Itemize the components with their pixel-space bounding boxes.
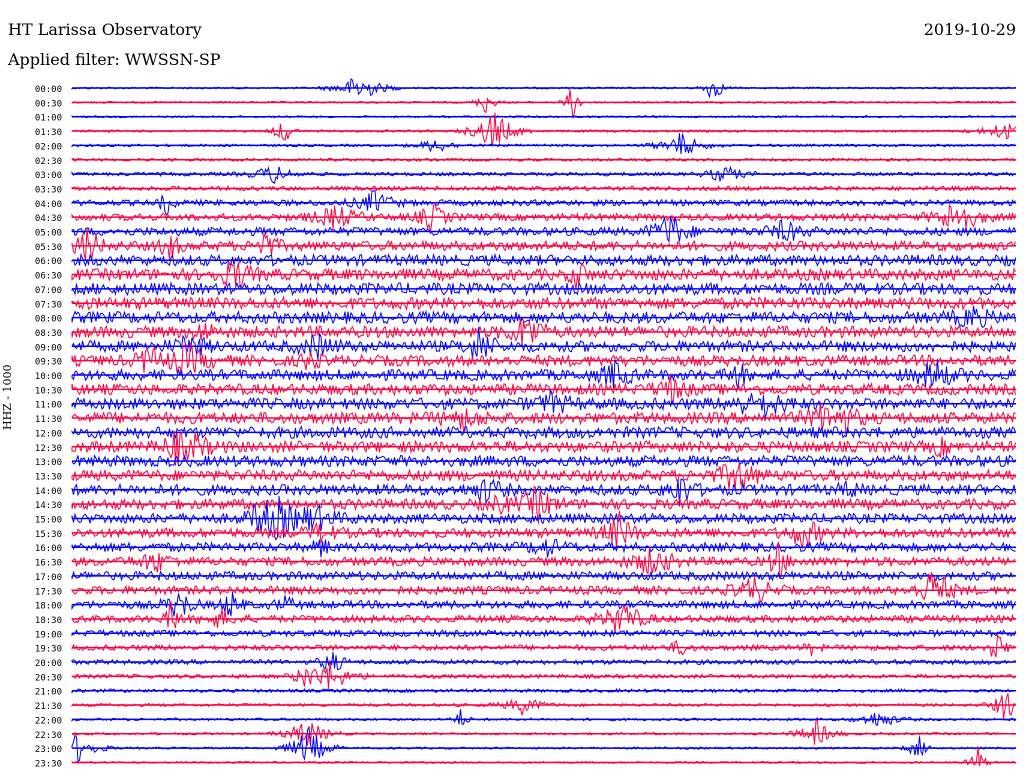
time-label: 20:00 — [35, 659, 62, 669]
trace-line — [71, 373, 1016, 407]
trace-line — [71, 317, 1016, 346]
trace-line — [71, 632, 1016, 658]
time-label: 14:00 — [35, 487, 62, 497]
time-label: 23:30 — [35, 759, 62, 769]
time-label: 19:00 — [35, 630, 62, 640]
time-label: 06:00 — [35, 257, 62, 267]
trace-line — [71, 463, 1016, 491]
trace-line — [71, 342, 1016, 376]
trace-line — [71, 227, 1016, 261]
trace-line — [71, 572, 1016, 604]
trace-line — [71, 478, 1016, 507]
time-label: 21:00 — [35, 688, 62, 698]
trace-line — [71, 201, 1016, 233]
trace-line — [71, 660, 1016, 689]
time-label: 00:30 — [35, 99, 62, 109]
trace-line — [71, 569, 1016, 583]
time-label: 18:00 — [35, 602, 62, 612]
time-label: 14:30 — [35, 501, 62, 511]
trace-line — [71, 327, 1016, 360]
time-label: 19:30 — [35, 645, 62, 655]
time-label: 12:30 — [35, 444, 62, 454]
time-label: 09:30 — [35, 358, 62, 368]
time-label: 10:30 — [35, 386, 62, 396]
trace-line — [71, 430, 1016, 466]
trace-line — [71, 453, 1016, 469]
time-label: 17:00 — [35, 573, 62, 583]
time-label: 04:00 — [35, 200, 62, 210]
time-label: 05:00 — [35, 229, 62, 239]
time-label: 03:30 — [35, 185, 62, 195]
time-label: 00:00 — [35, 85, 62, 95]
trace-lines — [71, 78, 1016, 767]
time-label: 07:30 — [35, 300, 62, 310]
trace-line — [71, 538, 1016, 558]
trace-line — [71, 184, 1016, 193]
time-label: 10:00 — [35, 372, 62, 382]
time-label: 13:00 — [35, 458, 62, 468]
trace-line — [71, 591, 1016, 617]
time-label: 08:00 — [35, 315, 62, 325]
time-label: 01:30 — [35, 128, 62, 138]
time-label: 17:30 — [35, 587, 62, 597]
time-label: 21:30 — [35, 702, 62, 712]
time-label: 11:00 — [35, 401, 62, 411]
time-label: 09:00 — [35, 343, 62, 353]
trace-line — [71, 725, 1016, 763]
trace-line — [71, 485, 1016, 524]
time-label: 02:30 — [35, 157, 62, 167]
trace-line — [71, 388, 1016, 418]
time-label: 16:00 — [35, 544, 62, 554]
time-label: 05:30 — [35, 243, 62, 253]
trace-line — [71, 216, 1016, 244]
trace-line — [71, 305, 1016, 328]
trace-line — [71, 510, 1016, 549]
trace-line — [71, 295, 1016, 312]
trace-line — [71, 709, 1016, 726]
filter-label: Applied filter: WWSSN-SP — [8, 50, 221, 69]
time-label: 22:30 — [35, 731, 62, 741]
trace-line — [71, 133, 1016, 155]
trace-line — [71, 652, 1016, 671]
time-label: 03:00 — [35, 171, 62, 181]
trace-line — [71, 260, 1016, 290]
time-label: 15:30 — [35, 530, 62, 540]
trace-line — [71, 89, 1016, 119]
time-label: 15:00 — [35, 516, 62, 526]
time-label: 07:00 — [35, 286, 62, 296]
time-label: 23:00 — [35, 745, 62, 755]
time-label: 12:00 — [35, 429, 62, 439]
trace-line — [71, 358, 1016, 390]
time-label: 13:30 — [35, 472, 62, 482]
time-labels: 00:00 00:30 01:00 01:30 02:00 02:30 03:00 03:30… — [35, 85, 62, 769]
trace-line — [71, 165, 1016, 185]
time-label: 20:30 — [35, 673, 62, 683]
time-label: 22:00 — [35, 716, 62, 726]
time-label: 02:00 — [35, 142, 62, 152]
time-label: 16:30 — [35, 559, 62, 569]
time-label: 08:30 — [35, 329, 62, 339]
time-label: 18:30 — [35, 616, 62, 626]
time-label: 11:30 — [35, 415, 62, 425]
station-title: HT Larissa Observatory — [8, 20, 202, 39]
time-label: 01:00 — [35, 114, 62, 124]
time-label: 06:30 — [35, 272, 62, 282]
date-label: 2019-10-29 — [923, 20, 1016, 39]
time-label: 04:30 — [35, 214, 62, 224]
